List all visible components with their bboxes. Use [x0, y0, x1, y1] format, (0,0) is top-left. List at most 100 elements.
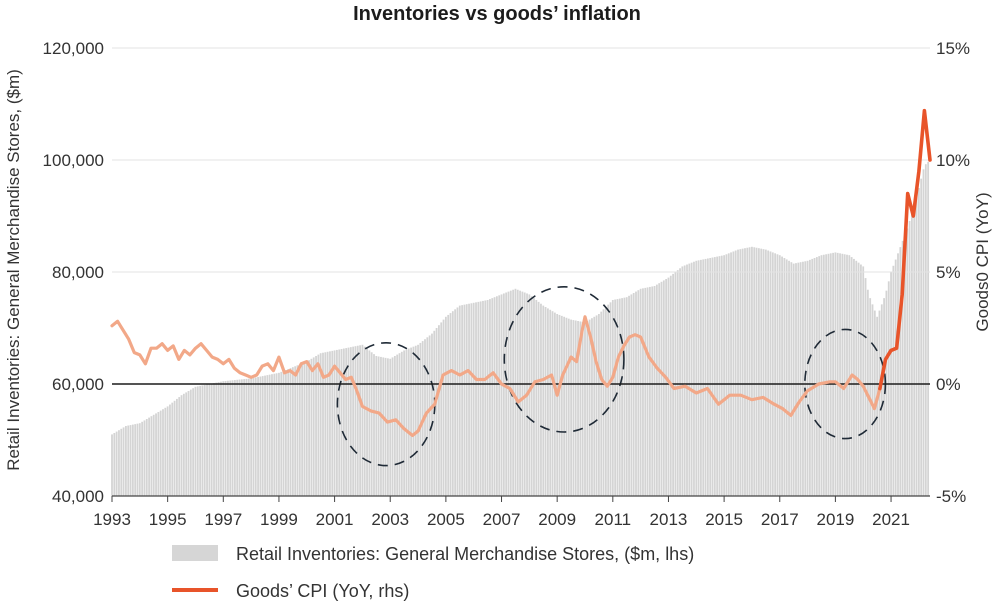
- inventory-bar: [319, 353, 322, 496]
- inventory-bar: [788, 260, 790, 496]
- inventory-bar: [885, 290, 888, 496]
- cpi-line-early: [110, 315, 882, 438]
- x-tick-label: 2019: [816, 510, 854, 529]
- inventory-bar: [630, 294, 633, 496]
- inventory-bar: [521, 291, 524, 496]
- inventory-bar: [250, 378, 253, 496]
- inventory-bar: [637, 290, 640, 496]
- inventory-bar: [797, 262, 800, 496]
- x-axis-ticks: 1993 1995 1997 1999 2001 2003 2005 2007 2009 2011…: [93, 496, 910, 529]
- inventory-bar: [600, 311, 603, 496]
- inventory-bar: [428, 335, 431, 496]
- inventory-bar: [632, 293, 635, 496]
- inventory-bar: [475, 302, 477, 496]
- inventory-bar: [751, 246, 753, 496]
- inventory-bar: [507, 291, 510, 496]
- inventory-bar: [649, 286, 651, 496]
- inventory-bar: [762, 249, 765, 496]
- inventory-bar: [799, 262, 802, 496]
- inventory-bar: [815, 257, 818, 496]
- inventory-bar: [222, 381, 225, 496]
- inventory-bar: [871, 304, 874, 496]
- chart-title: Inventories vs goods’ inflation: [353, 3, 641, 25]
- right-tick-label: 0%: [936, 375, 961, 394]
- inventory-bar: [326, 351, 329, 496]
- inventory-bar: [333, 350, 336, 496]
- inventory-bar: [767, 250, 770, 496]
- inventory-bar: [159, 410, 162, 496]
- x-tick-label: 2015: [705, 510, 743, 529]
- inventory-bar: [206, 384, 208, 496]
- x-tick-label: 2007: [483, 510, 521, 529]
- right-tick-label: -5%: [936, 487, 966, 506]
- inventory-bar: [695, 260, 698, 496]
- x-tick-label: 2005: [427, 510, 465, 529]
- inventory-bar: [498, 295, 501, 496]
- inventory-bar: [911, 213, 913, 496]
- inventory-bar: [407, 348, 410, 496]
- inventory-bar: [516, 289, 519, 496]
- right-tick-label: 10%: [936, 151, 970, 170]
- inventory-bar: [349, 347, 352, 496]
- inventory-bar: [345, 348, 348, 496]
- inventory-bar: [187, 391, 190, 496]
- inventory-bar: [294, 366, 297, 496]
- inventory-bar: [377, 356, 380, 496]
- inventory-bar: [665, 279, 668, 496]
- inventory-bar: [486, 300, 489, 496]
- inventory-bar: [635, 291, 637, 496]
- inventory-bar: [261, 376, 264, 496]
- inventory-bar: [574, 320, 577, 496]
- inventory-bar: [461, 305, 464, 496]
- inventory-bar: [136, 423, 139, 496]
- inventory-bar: [533, 298, 535, 496]
- inventory-bar: [166, 406, 169, 496]
- inventory-bar: [744, 248, 746, 496]
- inventory-bar: [495, 296, 498, 496]
- inventory-bar: [598, 314, 600, 496]
- inventory-bar: [718, 256, 721, 496]
- inventory-bar: [419, 342, 422, 496]
- inventory-bar: [442, 319, 445, 496]
- inventory-bar: [769, 251, 772, 496]
- inventory-bar: [530, 296, 533, 496]
- inventory-bar: [667, 277, 670, 496]
- left-tick-label: 40,000: [52, 487, 104, 506]
- inventory-bar: [340, 349, 343, 496]
- inventory-bar: [224, 380, 227, 496]
- inventory-bar: [860, 264, 862, 496]
- inventory-bar: [324, 352, 327, 496]
- inventory-bar: [400, 351, 403, 496]
- inventory-bar: [565, 317, 568, 496]
- inventory-bar: [908, 220, 911, 497]
- inventory-bar: [813, 258, 816, 496]
- inventory-bar: [273, 373, 276, 496]
- x-tick-label: 2017: [761, 510, 799, 529]
- inventory-bar: [387, 358, 389, 496]
- inventory-bar: [373, 354, 375, 496]
- inventory-bar: [435, 328, 438, 496]
- inventory-bar: [727, 253, 730, 496]
- inventory-bar: [162, 409, 164, 496]
- inventory-bar: [287, 369, 290, 496]
- inventory-bar: [618, 298, 621, 496]
- inventory-bar: [809, 259, 811, 496]
- highlight-ellipse: [503, 285, 625, 433]
- inventory-bar: [354, 346, 357, 496]
- inventory-bar: [746, 247, 749, 496]
- inventory-bar: [570, 319, 572, 496]
- inventory-bar: [917, 188, 920, 496]
- inventory-bar: [403, 350, 406, 496]
- inventory-bar: [438, 325, 440, 496]
- inventory-bar: [920, 178, 923, 497]
- inventory-bar: [157, 412, 160, 496]
- inventory-bar: [189, 389, 192, 496]
- inventory-bar: [584, 322, 586, 496]
- inventory-bar: [862, 266, 865, 496]
- x-tick-label: 1997: [204, 510, 242, 529]
- inventory-bar: [266, 375, 269, 496]
- inventory-bar: [505, 292, 508, 496]
- inventory-bar: [841, 253, 844, 496]
- inventory-bar: [732, 251, 735, 496]
- inventory-bar: [278, 372, 280, 496]
